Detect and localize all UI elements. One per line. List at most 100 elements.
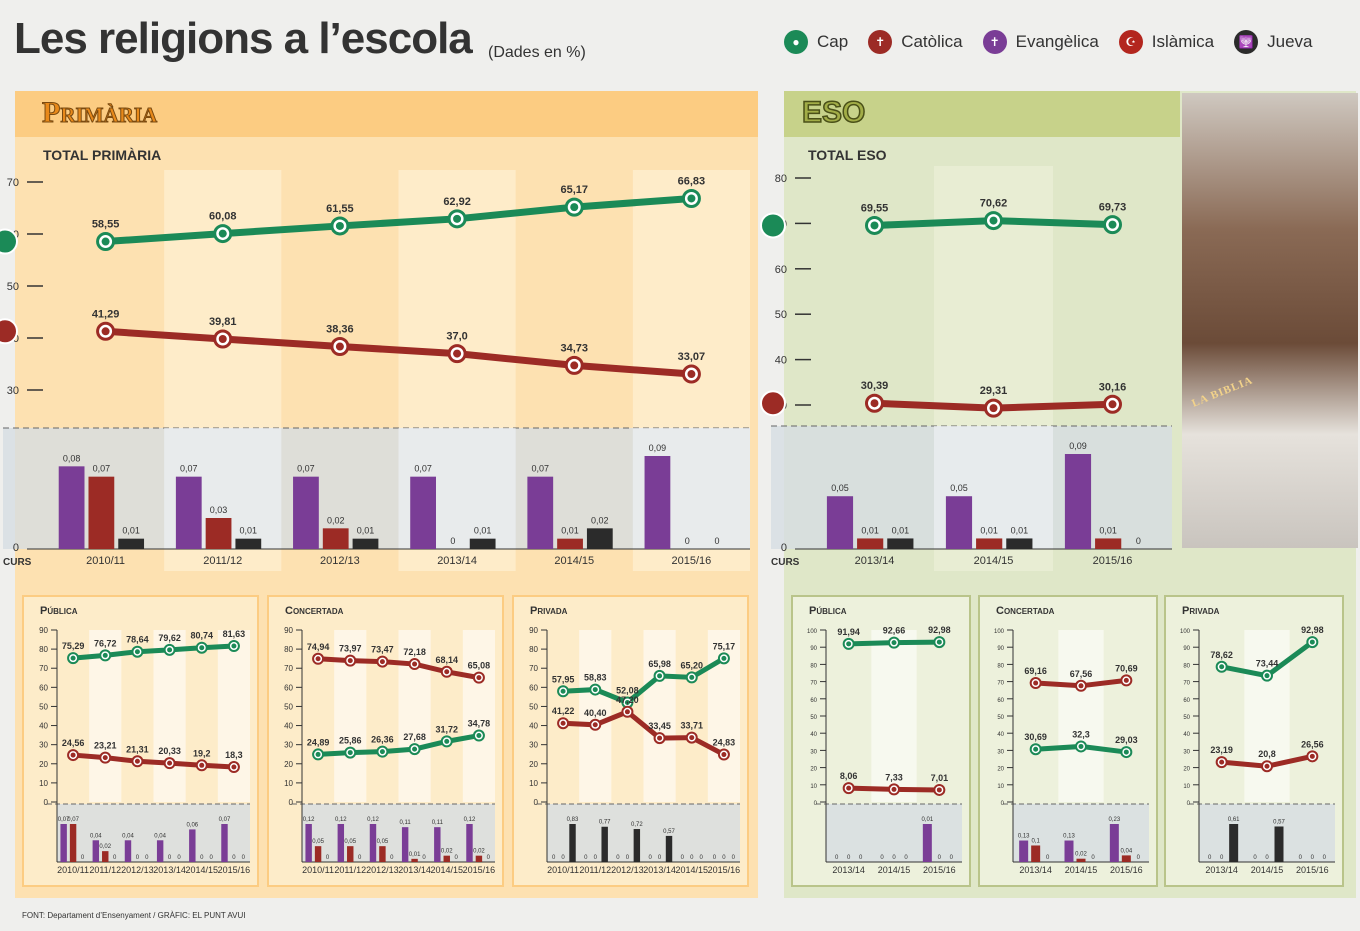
data-point-core [1309,753,1315,759]
bar-label: 0 [145,855,149,861]
bar-evangèlica [826,496,854,549]
bar-label: 0 [1253,855,1257,861]
data-label: 70,69 [1115,663,1138,673]
bar-label: 0,09 [649,443,667,453]
bar-evangèlica [434,827,441,862]
bar-jueva [586,528,613,549]
bar-jueva [1006,538,1033,549]
data-point-core [1108,400,1117,409]
y-tick-label: 0 [289,798,294,807]
bar-label: 0 [1091,855,1095,861]
data-point-core [592,722,598,728]
y-tick-label: 70 [529,664,538,673]
y-tick-label: 40 [810,732,817,738]
bar-label: 0 [113,855,117,861]
y-tick-label: 90 [810,646,817,652]
x-tick-label: 2010/11 [86,555,125,567]
bar-label: 0 [713,855,717,861]
data-label: 57,95 [552,674,575,684]
data-label: 29,03 [1115,735,1138,745]
bar-islàmica [88,476,115,549]
zero-label: 0 [13,542,19,554]
bar-label: 0,05 [950,483,968,493]
data-label: 81,63 [223,629,246,639]
y-tick-label: 20 [1183,767,1190,773]
bar-evangèlica [293,476,319,549]
data-point-core [624,709,630,715]
y-tick-label: 0 [1187,801,1191,807]
data-point-core [721,655,727,661]
bar-label: 0,01 [240,526,258,536]
bar-label: 0,1 [1031,838,1040,844]
data-point-core [689,674,695,680]
bar-label: 0 [859,855,863,861]
data-point-core [846,641,852,647]
bar-region [3,428,750,549]
y-tick-label: 80 [775,173,787,185]
y-tick-label: 0 [44,798,49,807]
bar-islàmica [443,855,450,862]
y-tick-label: 70 [284,664,293,673]
small-chart-title: Privada [530,605,568,617]
bar-label: 0,07 [414,464,432,474]
bar-region [302,804,495,862]
bar-islàmica [314,846,322,862]
bar-evangèlica [175,476,202,549]
x-tick-label: 2015/16 [1093,555,1133,567]
data-point-core [1078,683,1084,689]
bar-label: 0,07 [532,464,550,474]
y-tick-label: 80 [1183,663,1190,669]
y-tick-label: 40 [284,722,293,731]
data-point-core [1078,743,1084,749]
data-label: 21,31 [126,744,149,754]
bar-label: 0,02 [99,844,111,850]
bar-evangèlica [92,840,100,862]
bar-label: 0 [136,855,140,861]
bar-evangèlica [60,824,67,862]
data-label: 78,64 [126,635,149,645]
bar-label: 0,03 [210,505,228,515]
data-label: 40,40 [584,708,607,718]
x-tick-label: 2012/13 [611,865,644,875]
y-tick-label: 80 [529,645,538,654]
data-point-core [412,746,418,752]
bar-label: 0 [1046,855,1050,861]
y-tick-label: 30 [529,741,538,750]
data-label: 69,73 [1099,202,1127,214]
data-point-core [689,735,695,741]
bar-label: 0 [1311,855,1315,861]
y-tick-label: 50 [39,702,48,711]
data-point-core [657,673,663,679]
y-tick-label: 40 [39,722,48,731]
bar-label: 0 [81,855,85,861]
data-point-core [1219,759,1225,765]
bar-islàmica [322,528,349,549]
data-point-core [989,404,998,413]
data-label: 26,56 [1301,739,1324,749]
page-title: Les religions a l’escola [14,14,473,63]
data-label: 52,08 [616,685,639,695]
series-icon [760,212,786,239]
x-tick-label: 2014/15 [1251,865,1284,875]
bar-label: 0,02 [327,515,345,525]
bar-label: 0,04 [1120,848,1132,854]
bar-islàmica [857,538,884,549]
y-tick-label: 40 [775,355,787,367]
column-band [643,630,676,802]
data-label: 34,73 [560,342,588,354]
crescent-icon: ☪ [1118,30,1143,54]
circle-icon: ● [784,30,808,54]
data-label: 66,83 [678,175,706,187]
x-tick-label: 2014/15 [974,555,1014,567]
bar-label: 0,07 [219,817,231,823]
y-tick-label: 50 [529,702,538,711]
data-label: 30,69 [1024,732,1047,742]
bar-evangèlica [369,824,377,862]
bar-label: 0 [904,855,908,861]
column-band [871,630,917,802]
bar-jueva [569,824,576,862]
bar-label: 0 [1137,855,1141,861]
y-tick-label: 70 [39,664,48,673]
data-label: 31,72 [435,724,458,734]
bar-evangèlica [1064,454,1092,549]
